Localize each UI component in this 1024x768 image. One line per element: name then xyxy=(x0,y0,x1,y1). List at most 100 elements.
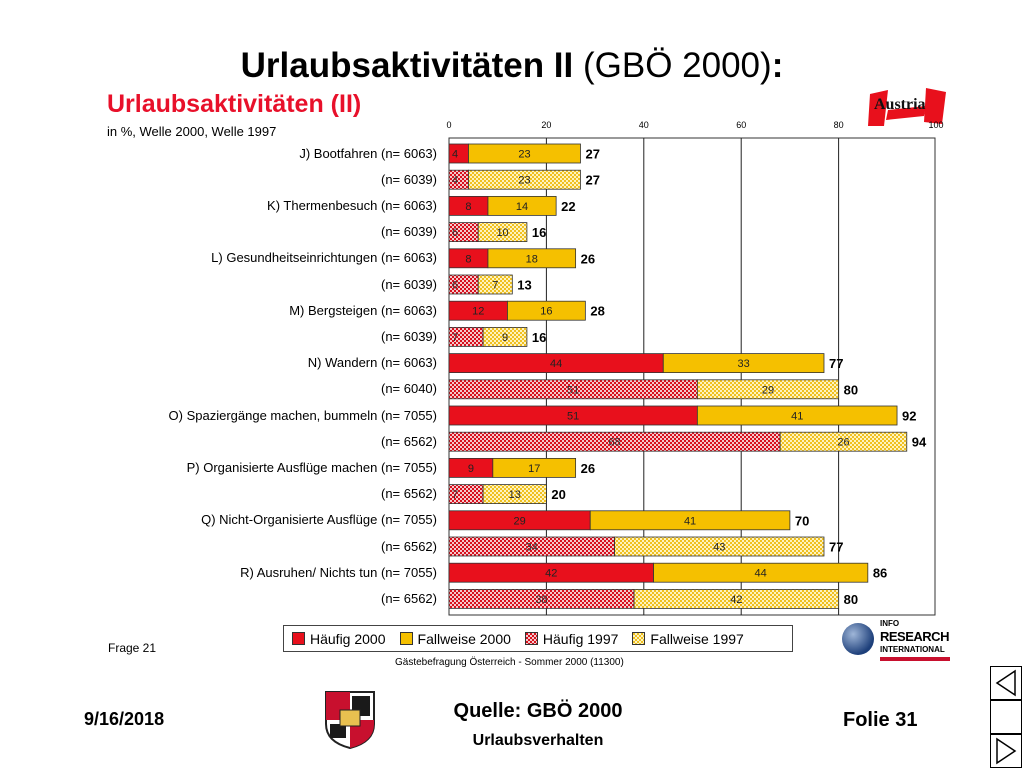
x-tick-label: 100 xyxy=(928,120,943,130)
row-label: (n= 6562) xyxy=(380,486,437,502)
value-label-haeufig: 6 xyxy=(452,280,458,292)
value-label-total: 27 xyxy=(585,173,599,188)
bar-fallweise xyxy=(477,274,513,295)
legend-label: Häufig 2000 xyxy=(310,630,386,647)
value-label-fallweise: 33 xyxy=(738,358,750,370)
row-label: L) Gesundheitseinrichtungen (n= 6063) xyxy=(211,250,437,266)
legend-item-haeufig-2000: Häufig 2000 xyxy=(292,631,386,647)
value-label-haeufig: 42 xyxy=(545,568,557,580)
value-label-fallweise: 14 xyxy=(516,201,528,213)
bar-fallweise xyxy=(653,562,869,583)
row-label: (n= 6039) xyxy=(380,276,437,292)
row-label: N) Wandern (n= 6063) xyxy=(307,355,437,371)
bar-fallweise xyxy=(662,353,825,374)
legend-label: Fallweise 1997 xyxy=(650,630,744,647)
value-label-haeufig: 34 xyxy=(526,542,538,554)
value-label-total: 27 xyxy=(585,147,599,162)
value-label-fallweise: 43 xyxy=(713,542,725,554)
row-label: (n= 6040) xyxy=(380,381,437,397)
slide-title: Urlaubsaktivitäten II (GBÖ 2000): xyxy=(240,46,784,85)
row-label: R) Ausruhen/ Nichts tun (n= 7055) xyxy=(240,564,437,580)
row-label: O) Spaziergänge machen, bummeln (n= 7055… xyxy=(168,407,437,423)
x-tick-label: 0 xyxy=(446,120,451,130)
triangle-left-icon xyxy=(995,669,1016,697)
bar-fallweise xyxy=(492,457,577,478)
x-tick-label: 60 xyxy=(736,120,746,130)
austria-logo-text: Austria xyxy=(874,96,926,113)
value-label-fallweise: 10 xyxy=(496,227,508,239)
value-label-haeufig: 7 xyxy=(452,332,458,344)
blank-icon xyxy=(991,701,1021,733)
value-label-haeufig: 38 xyxy=(535,594,547,606)
value-label-fallweise: 23 xyxy=(518,175,530,187)
legend-swatch xyxy=(292,632,305,645)
value-label-total: 26 xyxy=(581,461,595,476)
value-label-total: 13 xyxy=(517,278,531,293)
row-label: (n= 6562) xyxy=(380,538,437,554)
value-label-haeufig: 6 xyxy=(452,227,458,239)
value-label-total: 16 xyxy=(532,225,546,240)
bar-fallweise xyxy=(633,589,839,609)
value-label-fallweise: 42 xyxy=(730,594,742,606)
legend-swatch xyxy=(399,632,413,645)
info-research-logo: INFO RESEARCH INTERNATIONAL xyxy=(842,617,950,663)
value-label-haeufig: 4 xyxy=(452,175,458,187)
bar-fallweise xyxy=(477,222,528,243)
nav-previous-button[interactable] xyxy=(990,666,1022,700)
value-label-haeufig: 7 xyxy=(452,489,458,501)
x-tick-label: 40 xyxy=(639,120,649,130)
value-label-haeufig: 51 xyxy=(567,411,579,423)
info-logo-bar xyxy=(880,657,950,661)
globe-icon xyxy=(842,623,874,655)
row-label: M) Bergsteigen (n= 6063) xyxy=(289,302,437,318)
info-logo-line1: INFO xyxy=(880,619,900,628)
value-label-fallweise: 13 xyxy=(509,489,521,501)
chart-title: Urlaubsaktivitäten (II) xyxy=(107,90,362,118)
footer-source: Quelle: GBÖ 2000 xyxy=(453,700,623,722)
value-label-total: 28 xyxy=(590,304,604,319)
value-label-total: 77 xyxy=(829,356,843,371)
value-label-total: 80 xyxy=(844,592,858,607)
value-label-haeufig: 12 xyxy=(472,306,484,318)
row-label: (n= 6039) xyxy=(380,224,437,240)
value-label-fallweise: 41 xyxy=(791,411,803,423)
bar-fallweise xyxy=(779,431,908,452)
value-label-fallweise: 23 xyxy=(518,149,530,161)
nav-menu-button[interactable] xyxy=(990,700,1022,734)
bar-fallweise xyxy=(614,536,825,557)
value-label-fallweise: 44 xyxy=(755,568,767,580)
info-logo-line2: RESEARCH xyxy=(880,629,949,644)
value-label-fallweise: 9 xyxy=(502,332,508,344)
value-label-total: 26 xyxy=(581,251,595,266)
bar-fallweise xyxy=(696,379,839,400)
chart-subtitle: in %, Welle 2000, Welle 1997 xyxy=(107,124,277,139)
bar-fallweise xyxy=(468,143,581,164)
value-label-fallweise: 16 xyxy=(540,306,552,318)
bar-fallweise xyxy=(482,484,547,505)
austria-flag-icon xyxy=(868,88,946,126)
slide-number: Folie 31 xyxy=(843,709,918,731)
value-label-total: 77 xyxy=(829,540,843,555)
row-label: (n= 6562) xyxy=(380,433,437,449)
grid-lines: 0 20 40 60 80 100 xyxy=(446,120,944,616)
x-tick-label: 80 xyxy=(834,120,844,130)
chart-source: Gästebefragung Österreich - Sommer 2000 … xyxy=(395,657,624,668)
row-label: (n= 6039) xyxy=(380,171,437,187)
value-label-haeufig: 8 xyxy=(465,253,471,265)
value-label-fallweise: 18 xyxy=(526,253,538,265)
value-label-total: 92 xyxy=(902,409,916,424)
value-label-haeufig: 68 xyxy=(608,437,620,449)
value-label-haeufig: 4 xyxy=(452,149,458,161)
austria-logo: Austria xyxy=(866,86,948,128)
legend-item-fallweise-2000: Fallweise 2000 xyxy=(399,631,511,647)
nav-next-button[interactable] xyxy=(990,734,1022,768)
row-label: J) Bootfahren (n= 6063) xyxy=(299,145,437,161)
question-label: Frage 21 xyxy=(108,641,157,655)
bar-fallweise xyxy=(487,195,557,216)
value-label-total: 80 xyxy=(844,382,858,397)
row-label: K) Thermenbesuch (n= 6063) xyxy=(267,197,437,213)
value-label-haeufig: 51 xyxy=(567,384,579,396)
value-label-haeufig: 8 xyxy=(465,201,471,213)
value-label-total: 94 xyxy=(912,435,927,450)
